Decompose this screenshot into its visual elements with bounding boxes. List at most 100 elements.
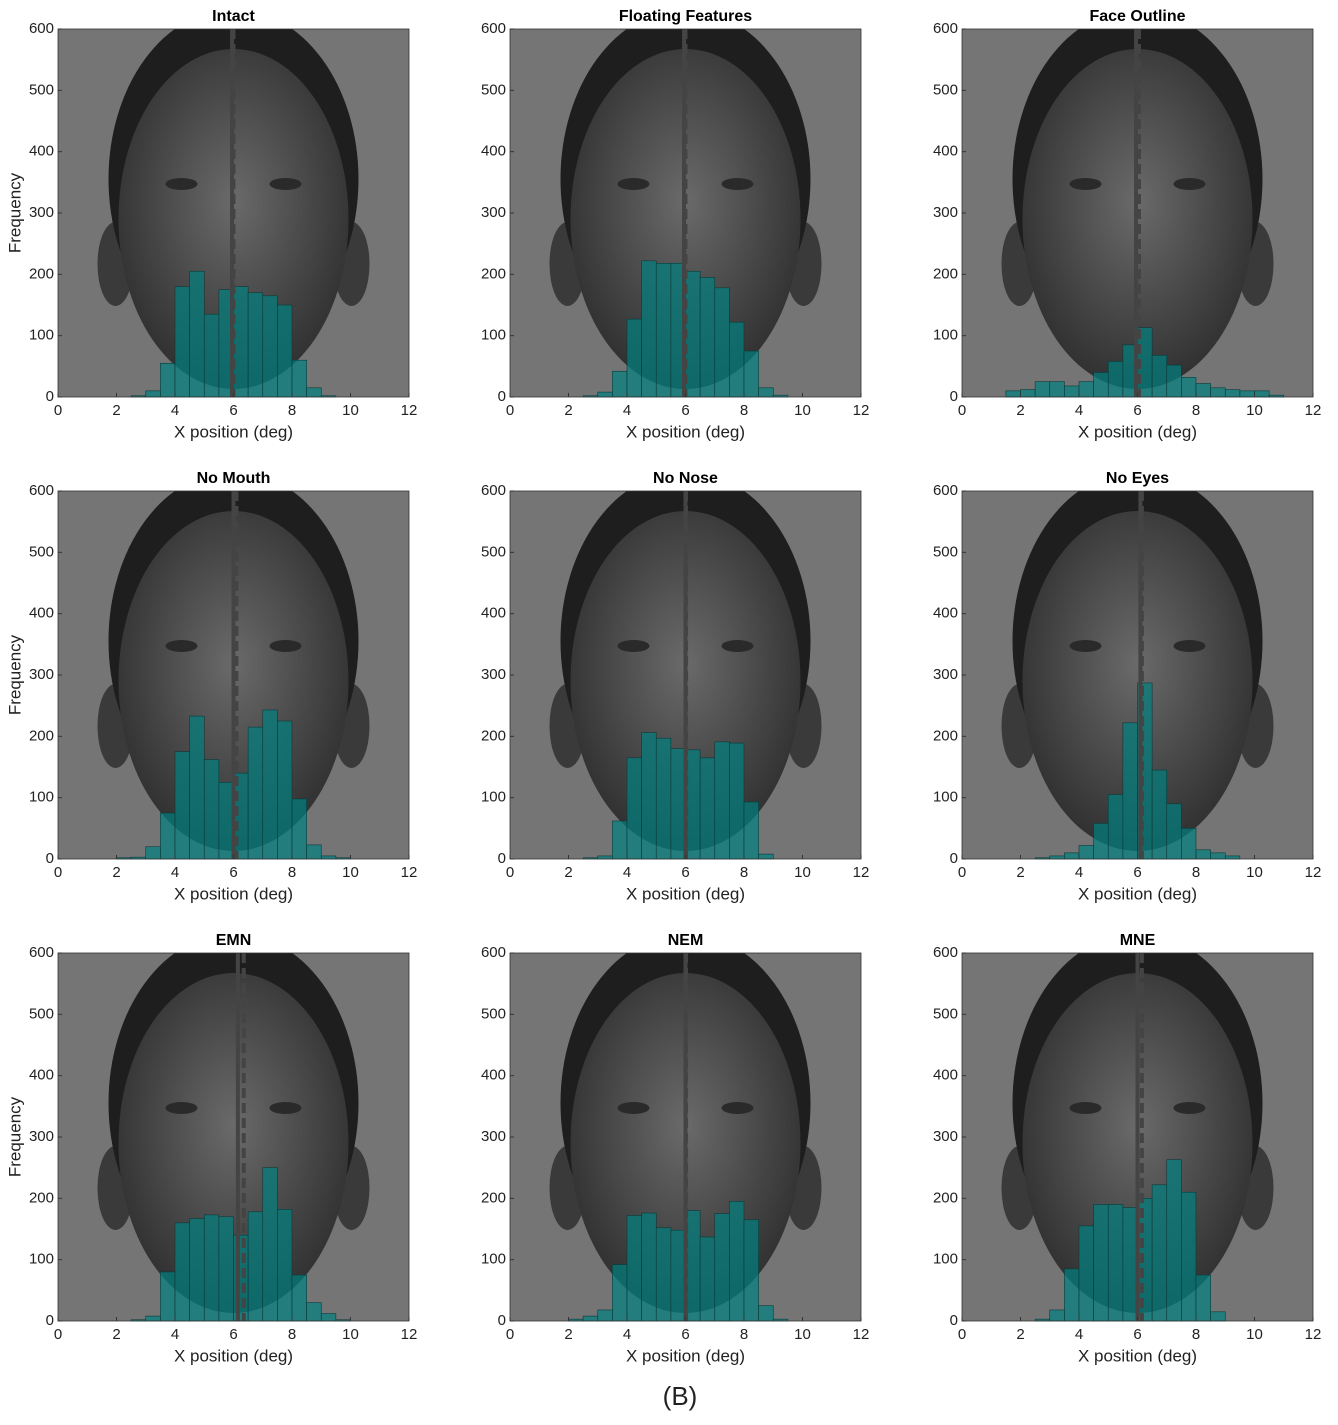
bar — [1224, 389, 1241, 398]
y-tick-label: 400 — [29, 1067, 54, 1084]
x-tick-label: 6 — [229, 402, 237, 419]
panel: 0 100 200 300 400 500 600 0 2 4 6 8 10 12 Floating Fea… — [481, 8, 869, 441]
chart-title: No Mouth — [197, 470, 271, 487]
y-tick-label: 300 — [933, 204, 958, 221]
eye — [269, 178, 302, 190]
bar — [291, 359, 307, 398]
eye — [721, 1102, 754, 1114]
x-tick-label: 2 — [564, 402, 572, 419]
x-tick-label: 4 — [1075, 402, 1083, 419]
x-tick-label: 0 — [958, 402, 966, 419]
x-tick-label: 6 — [1133, 1326, 1141, 1343]
eye — [721, 640, 754, 652]
bar — [262, 709, 278, 860]
eye — [1173, 640, 1206, 652]
x-tick-label: 2 — [1016, 864, 1024, 881]
y-tick-label: 200 — [29, 265, 54, 282]
bar — [743, 1219, 759, 1322]
y-tick-label: 300 — [933, 1128, 958, 1145]
y-tick-label: 200 — [29, 727, 54, 744]
x-tick-label: 4 — [623, 864, 631, 881]
bar — [1254, 390, 1270, 398]
x-tick-label: 4 — [171, 402, 179, 419]
bar — [247, 1211, 264, 1322]
x-tick-label: 10 — [1246, 864, 1263, 881]
x-tick-label: 6 — [681, 1326, 689, 1343]
x-tick-label: 10 — [342, 402, 359, 419]
y-tick-label: 300 — [29, 666, 54, 683]
x-tick-label: 10 — [794, 1326, 811, 1343]
bar — [1210, 852, 1226, 860]
x-tick-label: 2 — [1016, 1326, 1024, 1343]
bar — [145, 390, 161, 398]
bar — [306, 387, 322, 398]
y-tick-label: 600 — [29, 482, 54, 499]
y-tick-label: 400 — [933, 605, 958, 622]
y-tick-label: 300 — [933, 666, 958, 683]
y-tick-label: 100 — [933, 327, 958, 344]
bar — [189, 1218, 205, 1322]
x-tick-label: 8 — [288, 1326, 296, 1343]
x-tick-label: 12 — [401, 402, 418, 419]
y-tick-label: 400 — [481, 143, 506, 160]
bar — [1122, 722, 1138, 860]
x-tick-label: 6 — [1133, 864, 1141, 881]
y-tick-label: 0 — [950, 850, 958, 867]
y-tick-label: 100 — [481, 1251, 506, 1268]
y-tick-label: 100 — [933, 789, 958, 806]
bar — [320, 1313, 337, 1322]
bar — [233, 772, 249, 860]
eye — [1069, 178, 1102, 190]
bar — [641, 732, 657, 860]
y-tick-label: 0 — [950, 388, 958, 405]
panel: 0 100 200 300 400 500 600 0 2 4 6 8 10 12 No Eyes X pos… — [933, 470, 1321, 903]
y-tick-label: 600 — [29, 944, 54, 961]
panel: 0 100 200 300 400 500 600 0 2 4 6 8 10 12 No Nose X pos… — [481, 470, 869, 903]
y-tick-label: 600 — [933, 482, 958, 499]
x-tick-label: 4 — [1075, 864, 1083, 881]
bar — [1064, 1268, 1080, 1322]
bar — [160, 812, 176, 860]
eye — [617, 640, 650, 652]
eye — [1173, 1102, 1206, 1114]
y-tick-label: 300 — [481, 666, 506, 683]
bar — [160, 362, 176, 398]
bar — [1210, 387, 1226, 398]
x-axis-label: X position (deg) — [1078, 422, 1197, 441]
y-tick-label: 600 — [933, 944, 958, 961]
x-tick-label: 8 — [1192, 864, 1200, 881]
eye — [1069, 640, 1102, 652]
bar — [655, 262, 672, 398]
bar — [1181, 377, 1197, 398]
face-image — [962, 491, 1313, 859]
bar — [1093, 823, 1109, 860]
x-tick-label: 6 — [1133, 402, 1141, 419]
y-tick-label: 400 — [481, 1067, 506, 1084]
eye — [617, 1102, 650, 1114]
bar — [1137, 1198, 1153, 1322]
x-tick-label: 8 — [288, 402, 296, 419]
x-tick-label: 8 — [740, 1326, 748, 1343]
y-tick-label: 600 — [933, 20, 958, 37]
y-tick-label: 0 — [498, 850, 506, 867]
x-tick-label: 12 — [401, 1326, 418, 1343]
bar — [714, 287, 730, 398]
x-tick-label: 0 — [54, 402, 62, 419]
bar — [641, 260, 657, 398]
y-tick-label: 100 — [29, 789, 54, 806]
y-tick-label: 300 — [29, 1128, 54, 1145]
y-tick-label: 100 — [29, 1251, 54, 1268]
chart-title: Intact — [212, 8, 255, 25]
x-tick-label: 6 — [229, 1326, 237, 1343]
x-tick-label: 12 — [1305, 1326, 1322, 1343]
bar — [277, 1209, 293, 1322]
x-tick-label: 4 — [623, 402, 631, 419]
bar — [247, 726, 264, 860]
bar — [655, 1227, 672, 1322]
x-tick-label: 8 — [1192, 1326, 1200, 1343]
eye — [165, 640, 198, 652]
bar — [729, 742, 745, 860]
y-tick-label: 500 — [29, 1005, 54, 1022]
x-tick-label: 6 — [681, 402, 689, 419]
x-tick-label: 2 — [1016, 402, 1024, 419]
